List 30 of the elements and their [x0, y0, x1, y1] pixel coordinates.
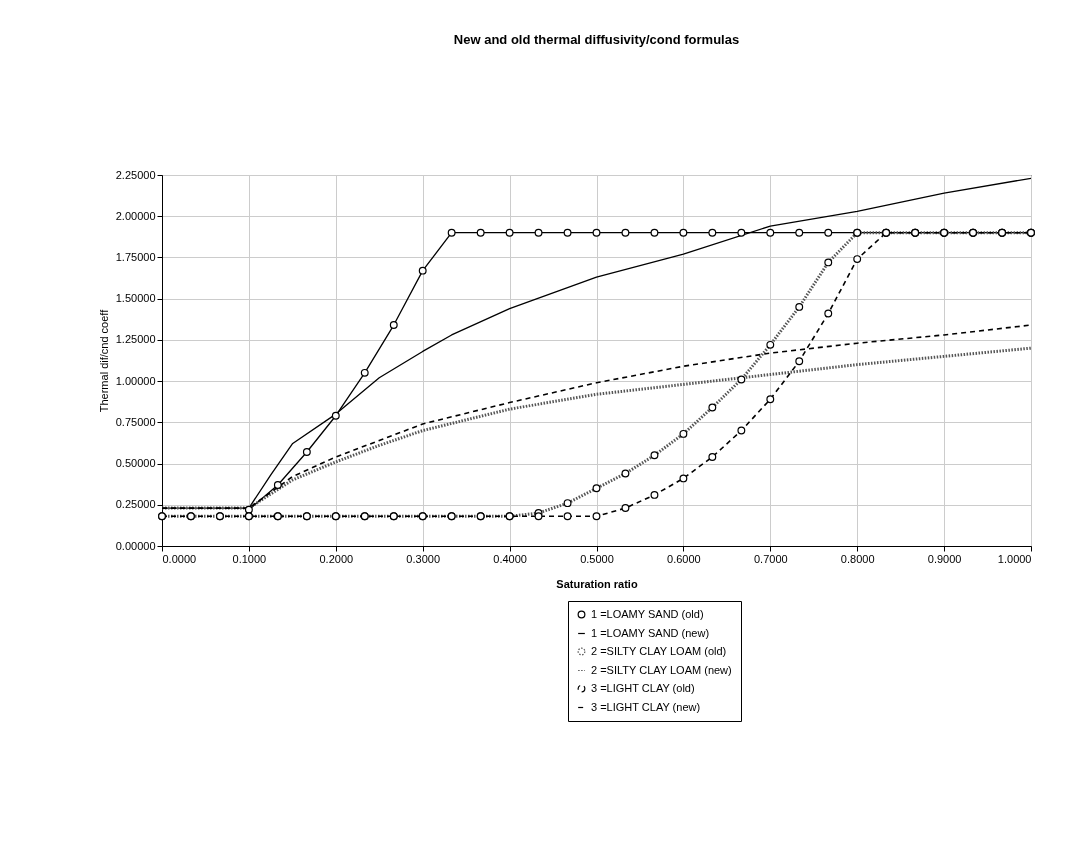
y-tick-label: 1.50000: [115, 292, 156, 305]
legend-label: 3 =LIGHT CLAY (old): [591, 681, 695, 694]
legend-label: 3 =LIGHT CLAY (new): [591, 700, 701, 713]
legend-label: 1 =LOAMY SAND (old): [591, 607, 704, 620]
y-tick-label: 0.50000: [115, 457, 156, 470]
x-tick-label: 1.0000: [997, 552, 1032, 565]
x-axis-title: Saturation ratio: [556, 577, 638, 590]
legend-label: 2 =SILTY CLAY LOAM (new): [591, 663, 732, 676]
y-tick-label: 0.25000: [115, 498, 156, 511]
y-tick-label: 2.25000: [115, 168, 156, 181]
x-tick-label: 0.1000: [232, 552, 267, 565]
y-tick-label: 1.25000: [115, 333, 156, 346]
x-tick-label: 0.7000: [753, 552, 788, 565]
y-tick-label: 1.75000: [115, 250, 156, 263]
legend-label: 2 =SILTY CLAY LOAM (old): [591, 644, 727, 657]
chart-title: New and old thermal diffusivity/cond formulas: [453, 32, 740, 47]
x-tick-label: 0.6000: [667, 552, 701, 565]
x-tick-label: 0.5000: [580, 552, 614, 565]
y-tick-label: 2.00000: [115, 209, 156, 222]
y-tick-label: 0.00000: [115, 539, 156, 552]
y-tick-label: 0.75000: [115, 415, 156, 428]
y-tick-label: 1.00000: [115, 374, 156, 387]
y-axis-title: Thermal dif/cnd coeff: [97, 308, 110, 413]
x-tick-label: 0.3000: [406, 552, 441, 565]
legend-label: 1 =LOAMY SAND (new): [591, 626, 710, 639]
x-tick-label: 0.4000: [493, 552, 527, 565]
x-tick-label: 0.2000: [319, 552, 354, 565]
x-tick-label: 0.8000: [840, 552, 875, 565]
x-tick-label: 0.9000: [927, 552, 962, 565]
x-tick-label: 0.0000: [162, 552, 197, 565]
